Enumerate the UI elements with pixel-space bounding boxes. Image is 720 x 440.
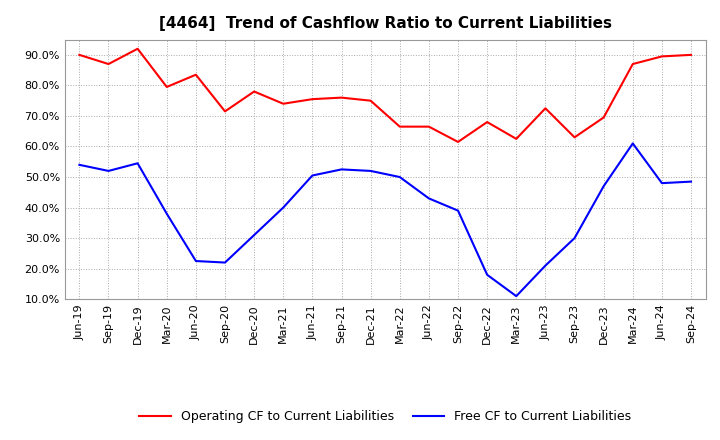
- Title: [4464]  Trend of Cashflow Ratio to Current Liabilities: [4464] Trend of Cashflow Ratio to Curren…: [158, 16, 612, 32]
- Operating CF to Current Liabilities: [570, 135, 579, 140]
- Operating CF to Current Liabilities: [192, 72, 200, 77]
- Operating CF to Current Liabilities: [133, 46, 142, 51]
- Free CF to Current Liabilities: [425, 196, 433, 201]
- Operating CF to Current Liabilities: [629, 62, 637, 67]
- Line: Operating CF to Current Liabilities: Operating CF to Current Liabilities: [79, 49, 691, 142]
- Free CF to Current Liabilities: [629, 141, 637, 146]
- Free CF to Current Liabilities: [220, 260, 229, 265]
- Operating CF to Current Liabilities: [308, 96, 317, 102]
- Operating CF to Current Liabilities: [220, 109, 229, 114]
- Line: Free CF to Current Liabilities: Free CF to Current Liabilities: [79, 143, 691, 296]
- Free CF to Current Liabilities: [395, 174, 404, 180]
- Operating CF to Current Liabilities: [250, 89, 258, 94]
- Free CF to Current Liabilities: [308, 173, 317, 178]
- Free CF to Current Liabilities: [570, 235, 579, 241]
- Free CF to Current Liabilities: [541, 263, 550, 268]
- Operating CF to Current Liabilities: [454, 139, 462, 145]
- Operating CF to Current Liabilities: [599, 115, 608, 120]
- Free CF to Current Liabilities: [687, 179, 696, 184]
- Free CF to Current Liabilities: [279, 205, 287, 210]
- Operating CF to Current Liabilities: [483, 119, 492, 125]
- Operating CF to Current Liabilities: [657, 54, 666, 59]
- Operating CF to Current Liabilities: [75, 52, 84, 58]
- Operating CF to Current Liabilities: [104, 62, 113, 67]
- Operating CF to Current Liabilities: [425, 124, 433, 129]
- Free CF to Current Liabilities: [483, 272, 492, 277]
- Free CF to Current Liabilities: [75, 162, 84, 168]
- Operating CF to Current Liabilities: [395, 124, 404, 129]
- Free CF to Current Liabilities: [366, 168, 375, 173]
- Operating CF to Current Liabilities: [337, 95, 346, 100]
- Legend: Operating CF to Current Liabilities, Free CF to Current Liabilities: Operating CF to Current Liabilities, Fre…: [135, 405, 636, 428]
- Operating CF to Current Liabilities: [512, 136, 521, 142]
- Free CF to Current Liabilities: [454, 208, 462, 213]
- Free CF to Current Liabilities: [337, 167, 346, 172]
- Operating CF to Current Liabilities: [541, 106, 550, 111]
- Operating CF to Current Liabilities: [163, 84, 171, 90]
- Free CF to Current Liabilities: [512, 293, 521, 299]
- Operating CF to Current Liabilities: [366, 98, 375, 103]
- Free CF to Current Liabilities: [104, 168, 113, 173]
- Operating CF to Current Liabilities: [279, 101, 287, 106]
- Free CF to Current Liabilities: [599, 183, 608, 189]
- Free CF to Current Liabilities: [192, 258, 200, 264]
- Free CF to Current Liabilities: [133, 161, 142, 166]
- Free CF to Current Liabilities: [250, 232, 258, 238]
- Free CF to Current Liabilities: [657, 180, 666, 186]
- Free CF to Current Liabilities: [163, 211, 171, 216]
- Operating CF to Current Liabilities: [687, 52, 696, 58]
